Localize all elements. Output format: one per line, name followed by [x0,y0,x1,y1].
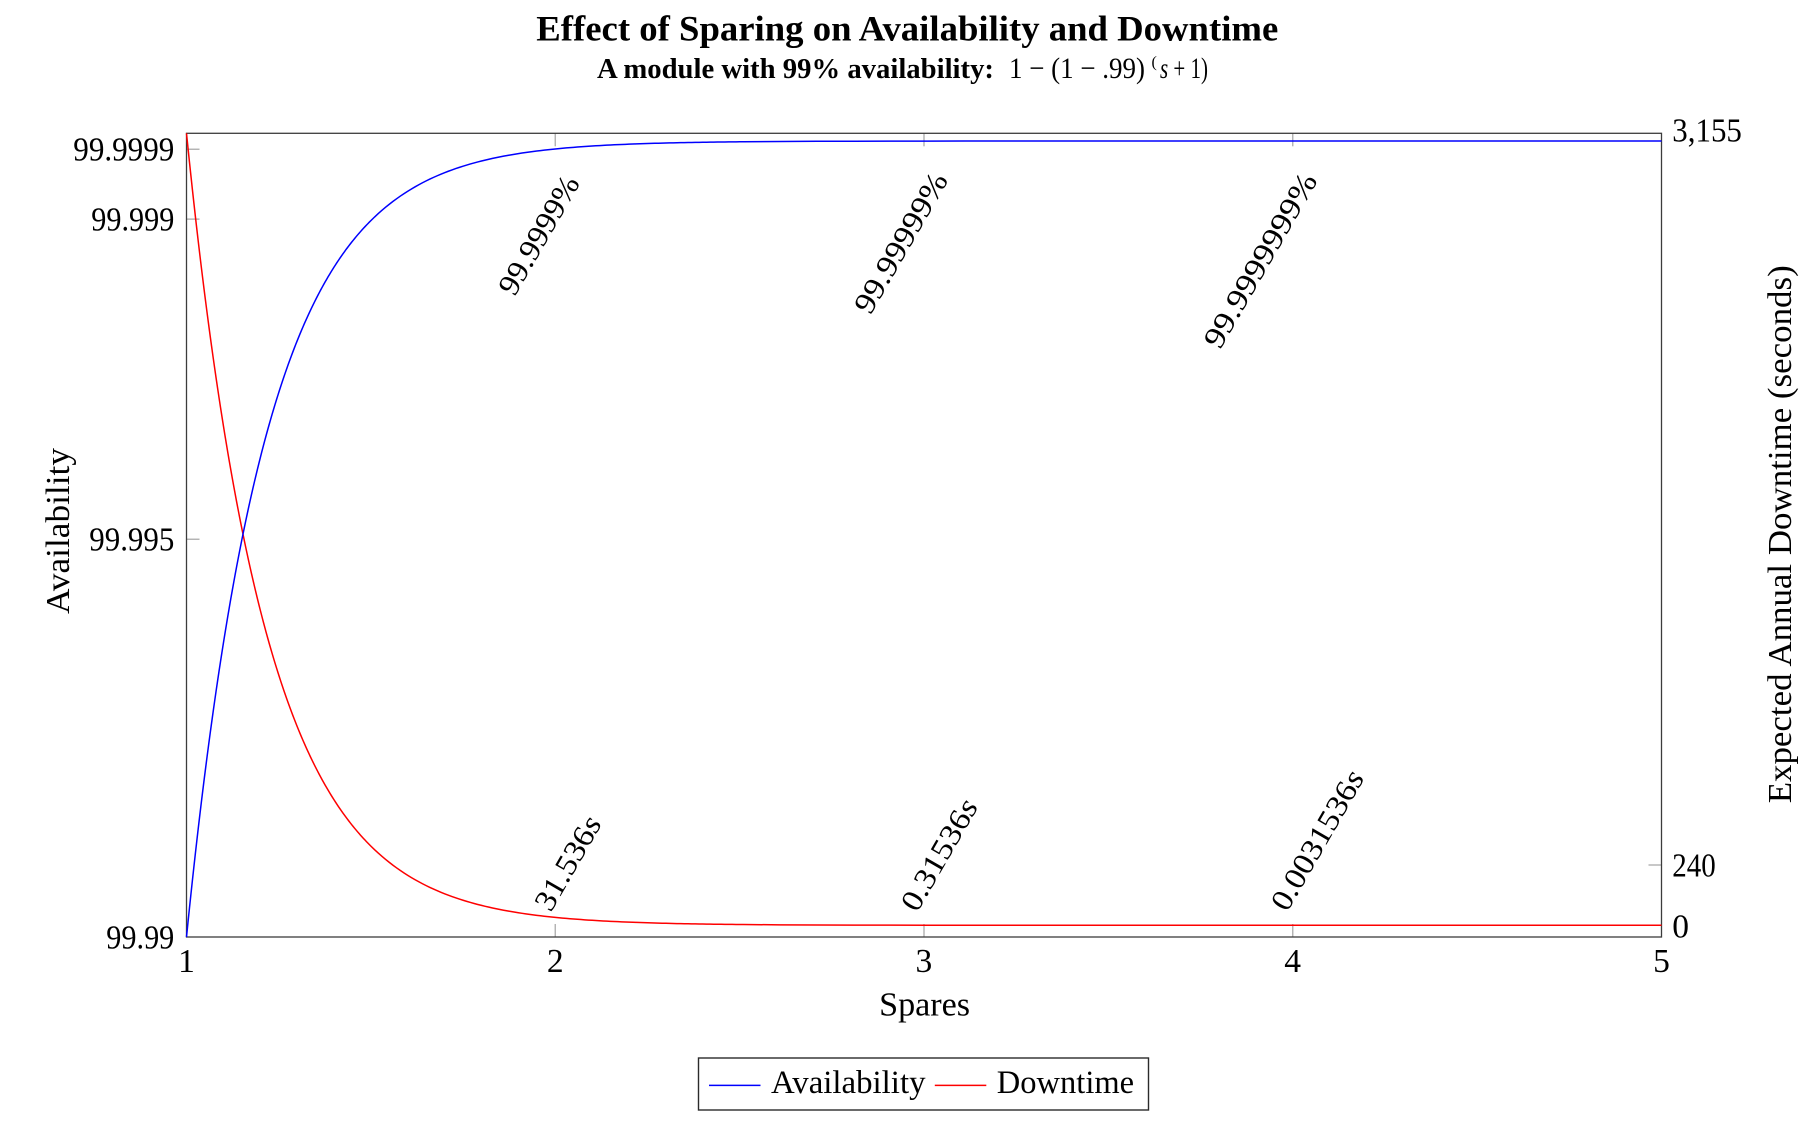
svg-text:99.999: 99.999 [91,202,174,239]
svg-text:Availability: Availability [40,448,77,614]
svg-text:2: 2 [547,943,564,980]
svg-text:A module with 99% availability: A module with 99% availability: [597,54,994,85]
svg-text:3,155: 3,155 [1672,113,1742,150]
svg-text:(: ( [1152,54,1157,71]
svg-text:0: 0 [1672,908,1689,945]
svg-text:Availability: Availability [771,1065,926,1101]
svg-text:Expected Annual Downtime (seco: Expected Annual Downtime (seconds) [1762,265,1799,803]
svg-text:240: 240 [1672,848,1716,885]
svg-text:Effect of Sparing on Availabil: Effect of Sparing on Availability and Do… [536,9,1278,49]
svg-text:1: 1 [178,943,195,980]
svg-text:99.9999: 99.9999 [73,132,174,169]
svg-text:1 − (1 − .99): 1 − (1 − .99) [1009,52,1145,85]
svg-text:s + 1): s + 1) [1160,52,1208,85]
svg-text:Downtime: Downtime [997,1065,1134,1101]
svg-text:99.995: 99.995 [89,522,174,559]
svg-text:99.99: 99.99 [106,920,174,957]
svg-text:5: 5 [1653,943,1670,980]
svg-text:Spares: Spares [879,986,970,1023]
svg-text:4: 4 [1284,943,1301,980]
svg-text:3: 3 [916,943,933,980]
